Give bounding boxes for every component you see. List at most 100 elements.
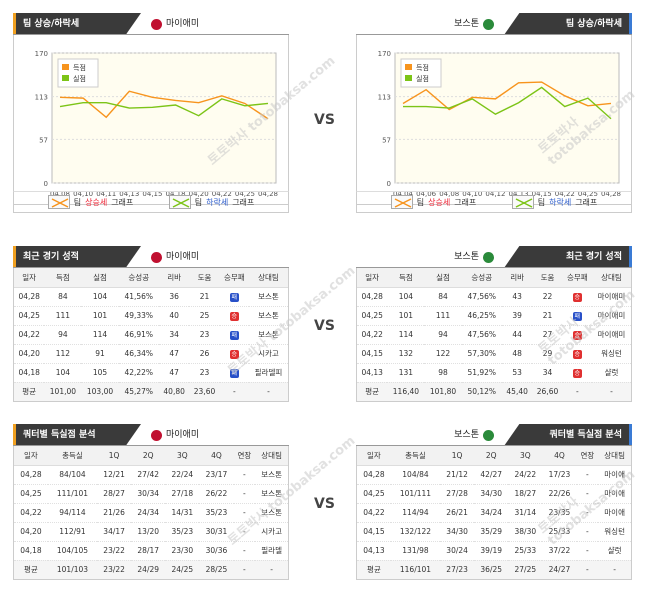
- table-row: 04,25 111/101 28/27 30/34 27/18 26/22- 보스톤: [14, 484, 288, 504]
- average-row: 평균 101,00 103,00 45,27% 40,80 23,60- -: [14, 382, 288, 401]
- left-quarter-table: 일자 총득실 1Q 2Q 3Q 4Q 연장 상대팀 04,28 84/104 12/21 27/42 2…: [14, 446, 288, 579]
- x-tick-label: 04,10: [462, 190, 482, 198]
- column-header: 일자: [14, 268, 45, 288]
- left-trend-section: 팀 상승/하락세 마이애미 0 57 113 170 04,08 04,10 04,11 04…: [13, 13, 289, 213]
- x-tick-label: 04,08: [439, 190, 459, 198]
- series-line-allowed: [403, 86, 612, 120]
- right-trend-section: 보스톤 팀 상승/하락세 0 57 113 170 04,04 04,06 04,08 04,…: [356, 13, 632, 213]
- table-row: 04,15 132/122 34/30 35/29 38/30 25/33- 워싱턴: [357, 522, 631, 542]
- legend-swatch: [62, 75, 69, 81]
- section-title: 최근 경기 성적: [504, 246, 632, 268]
- win-badge: 승: [572, 292, 582, 302]
- x-tick-label: 04,18: [166, 190, 186, 198]
- right-quarter-section: 보스톤 쿼터별 득실점 분석 일자 총득실 1Q 2Q 3Q 4Q 연장 상대팀 04,28 10…: [356, 424, 632, 580]
- average-row: 평균 101/103 23/22 24/29 24/25 28/25- -: [14, 560, 288, 579]
- x-tick-label: 04,15: [142, 190, 162, 198]
- table-row: 04,28 104 84 47,56% 43 22 승 마이애미: [357, 287, 631, 307]
- x-tick-label: 04,22: [212, 190, 232, 198]
- section-title: 팀 상승/하락세: [504, 13, 632, 35]
- right-quarter-table: 일자 총득실 1Q 2Q 3Q 4Q 연장 상대팀 04,28 104/84 21/12 42/27 2…: [357, 446, 631, 579]
- right-team-label: 보스톤: [454, 13, 494, 35]
- x-tick-label: 04,10: [73, 190, 93, 198]
- x-tick-label: 04,25: [235, 190, 255, 198]
- column-header: 상대팀: [598, 446, 631, 466]
- column-header: 3Q: [165, 446, 200, 466]
- x-tick-label: 04,13: [119, 190, 139, 198]
- column-header: 일자: [357, 446, 391, 466]
- legend-label: 득점: [73, 64, 86, 72]
- x-tick-label: 04,04: [393, 190, 414, 198]
- rise-graph-icon: [390, 195, 413, 209]
- legend-swatch: [405, 75, 412, 81]
- celtics-logo-icon: [483, 429, 494, 441]
- column-header: 리바: [158, 268, 190, 288]
- column-header: 일자: [14, 446, 48, 466]
- column-header: 승무패: [562, 268, 592, 288]
- x-tick-label: 04,22: [555, 190, 575, 198]
- column-header: 상대팀: [248, 268, 288, 288]
- x-tick-label: 04,12: [485, 190, 505, 198]
- table-row: 04,25 101/111 27/28 34/30 18/27 22/26- 마이애: [357, 484, 631, 504]
- column-header: 일자: [357, 268, 388, 288]
- column-header: 총득실: [47, 446, 98, 466]
- section-title: 쿼터별 득실점 분석: [13, 424, 141, 446]
- vs-label: VS: [314, 112, 335, 128]
- column-header: 승무패: [219, 268, 249, 288]
- section-title: 최근 경기 성적: [13, 246, 141, 268]
- table-row: 04,28 84 104 41,56% 36 21 패 보스톤: [14, 287, 288, 307]
- x-tick-label: 04,13: [509, 190, 529, 198]
- left-quarter-section: 쿼터별 득실점 분석 마이애미 일자 총득실 1Q 2Q 3Q 4Q 연장 상대팀 04,28 8…: [13, 424, 289, 580]
- column-header: 승성공: [118, 268, 159, 288]
- y-tick-label: 0: [387, 180, 391, 188]
- column-header: 상대팀: [255, 446, 288, 466]
- x-tick-label: 04,11: [96, 190, 116, 198]
- column-header: 4Q: [199, 446, 234, 466]
- column-header: 실점: [81, 268, 119, 288]
- loss-badge: 패: [229, 330, 239, 340]
- right-recent-table: 일자 득점 실점 승성공 리바 도움 승무패 상대팀 04,28 104 84 47,56% 43 22 승…: [357, 268, 631, 401]
- column-header: 리바: [501, 268, 533, 288]
- column-header: 3Q: [508, 446, 543, 466]
- left-recent-table: 일자 득점 실점 승성공 리바 도움 승무패 상대팀 04,28 84 104 41,56% 36 21 패…: [14, 268, 288, 401]
- series-line-scored: [59, 90, 269, 120]
- y-tick-label: 0: [44, 180, 48, 188]
- heat-logo-icon: [151, 251, 162, 263]
- column-header: 총득실: [390, 446, 441, 466]
- y-tick-label: 170: [378, 50, 391, 58]
- loss-badge: 패: [229, 368, 239, 378]
- left-trend-chart: 0 57 113 170 04,08 04,10 04,11 04,13 04,15 04,18 0…: [13, 35, 289, 205]
- column-header: 1Q: [440, 446, 475, 466]
- celtics-logo-icon: [483, 251, 494, 263]
- win-badge: 승: [572, 368, 582, 378]
- column-header: 연장: [233, 446, 256, 466]
- y-tick-label: 57: [39, 136, 48, 144]
- column-header: 득점: [44, 268, 82, 288]
- right-recent-section: 보스톤 최근 경기 성적 일자 득점 실점 승성공 리바 도움 승무패 상대팀 04,28 104…: [356, 246, 632, 402]
- table-row: 04,25 111 101 49,33% 40 25 승 보스톤: [14, 306, 288, 326]
- win-badge: 승: [229, 311, 239, 321]
- chart-legend: [57, 58, 99, 88]
- win-badge: 승: [229, 349, 239, 359]
- table-row: 04,18 104 105 42,22% 47 23 패 필라델피: [14, 363, 288, 383]
- right-graph-legend: 팀 상승세 그래프 팀 하락세 그래프: [356, 191, 632, 213]
- left-trend-header: 팀 상승/하락세 마이애미: [13, 13, 289, 35]
- legend-label: 실점: [416, 74, 429, 83]
- win-badge: 승: [572, 349, 582, 359]
- column-header: 연장: [576, 446, 599, 466]
- table-row: 04,20 112/91 34/17 13/20 35/23 30/31- 시카고: [14, 522, 288, 542]
- series-line-scored: [402, 81, 612, 111]
- rise-graph-icon: [47, 195, 70, 209]
- table-row: 04,18 104/105 23/22 28/17 23/30 30/36- 필라델: [14, 541, 288, 561]
- x-tick-label: 04,28: [258, 190, 278, 198]
- table-row: 04,22 114/94 26/21 34/24 31/14 23/35- 마이애: [357, 503, 631, 523]
- celtics-logo-icon: [483, 18, 494, 30]
- column-header: 2Q: [131, 446, 166, 466]
- left-team-label: 마이애미: [151, 13, 199, 35]
- y-tick-label: 57: [382, 136, 391, 144]
- table-row: 04,13 131/98 30/24 39/19 25/33 37/22- 샬럿: [357, 541, 631, 561]
- column-header: 2Q: [474, 446, 509, 466]
- fall-graph-icon: [511, 195, 534, 209]
- column-header: 실점: [424, 268, 462, 288]
